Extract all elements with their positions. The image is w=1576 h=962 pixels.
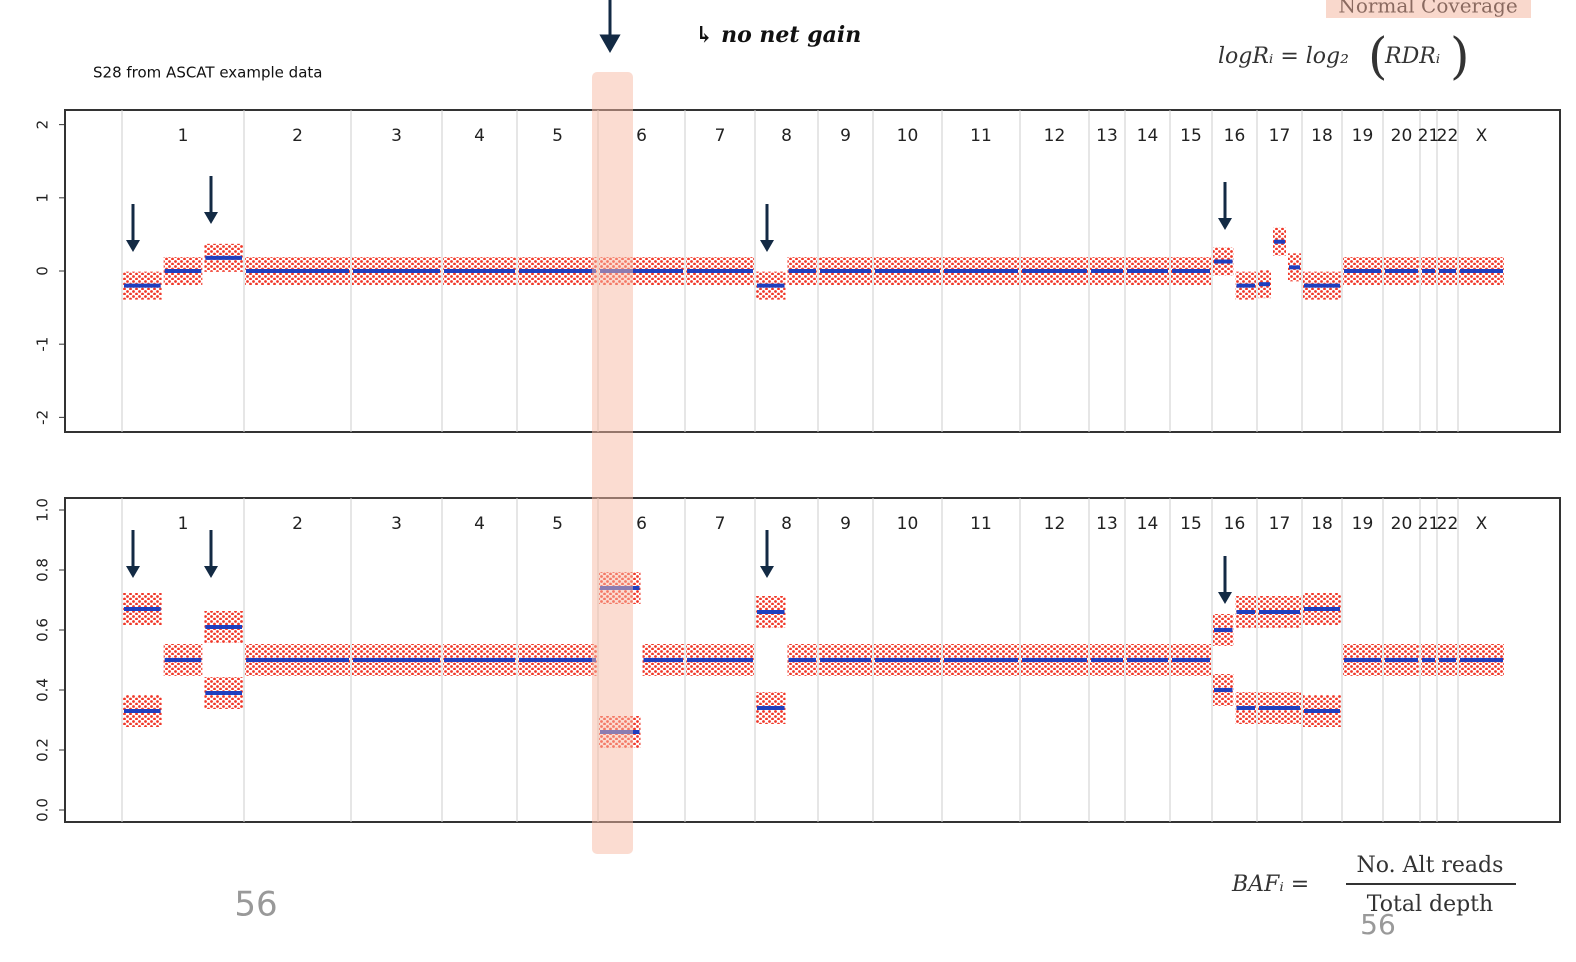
chromosome-label: 21 <box>1418 514 1440 534</box>
chromosome-label: 4 <box>474 514 485 534</box>
chromosome-label: 20 <box>1391 514 1413 534</box>
arrow-head <box>126 240 140 252</box>
chromosome-label: X <box>1476 514 1488 534</box>
chromosome-label: 22 <box>1437 126 1459 146</box>
y-tick-label: 0.0 <box>34 798 52 822</box>
chromosome-label: 18 <box>1311 126 1333 146</box>
paren: ) <box>1450 27 1470 85</box>
chromosome-label: 15 <box>1180 126 1202 146</box>
y-tick-label: 1.0 <box>34 498 52 522</box>
chromosome-label: 3 <box>391 126 402 146</box>
chromosome-label: 13 <box>1096 514 1118 534</box>
y-tick-label: -1 <box>34 337 52 352</box>
arrow-head <box>760 240 774 252</box>
chromosome-label: 2 <box>292 514 303 534</box>
chromosome-label: 9 <box>840 126 851 146</box>
chromosome-label: 11 <box>970 126 992 146</box>
chromosome-label: X <box>1476 126 1488 146</box>
y-tick-label: 0.4 <box>34 678 52 702</box>
chromosome-label: 10 <box>897 126 919 146</box>
chromosome-label: 1 <box>178 126 189 146</box>
chromosome-label: 12 <box>1044 514 1066 534</box>
chromosome-label: 6 <box>636 514 647 534</box>
chromosome-label: 5 <box>552 514 563 534</box>
chromosome-label: 21 <box>1418 126 1440 146</box>
logr-formula: logRᵢ = log₂ <box>1218 44 1349 69</box>
chromosome-label: 8 <box>781 514 792 534</box>
subtitle: S28 from ASCAT example data <box>93 64 322 82</box>
baf-formula: BAFᵢ = <box>1231 872 1309 897</box>
chromosome-label: 3 <box>391 514 402 534</box>
y-tick-label: 0 <box>34 266 52 276</box>
arrow-head <box>204 212 218 224</box>
arrow-head <box>760 566 774 578</box>
baf-numerator: No. Alt reads <box>1357 853 1504 878</box>
top-label: Normal Coverage <box>1338 0 1517 18</box>
arrow-head <box>126 566 140 578</box>
chromosome-label: 19 <box>1352 514 1374 534</box>
page-number: 56 <box>234 885 277 925</box>
arrow <box>599 0 621 54</box>
chromosome-label: 17 <box>1269 126 1291 146</box>
paren: ( <box>1368 27 1388 85</box>
logr-formula-arg: RDRᵢ <box>1384 44 1440 69</box>
chromosome-label: 2 <box>292 126 303 146</box>
baf-denominator: Total depth <box>1367 892 1493 917</box>
chromosome-label: 10 <box>897 514 919 534</box>
chromosome-label: 18 <box>1311 514 1333 534</box>
label-highlight <box>1326 0 1531 18</box>
chromosome-label: 14 <box>1137 126 1159 146</box>
highlight <box>592 72 633 854</box>
chromosome-label: 14 <box>1137 514 1159 534</box>
arrow-head <box>1218 592 1232 604</box>
chromosome-label: 8 <box>781 126 792 146</box>
chromosome-label: 17 <box>1269 514 1291 534</box>
chromosome-label: 19 <box>1352 126 1374 146</box>
chromosome-label: 16 <box>1224 514 1246 534</box>
chromosome-label: 6 <box>636 126 647 146</box>
annotation: ↳ no net gain <box>695 22 861 48</box>
chromosome-label: 13 <box>1096 126 1118 146</box>
chromosome-label: 15 <box>1180 514 1202 534</box>
y-tick-label: 0.6 <box>34 618 52 642</box>
y-tick-label: 2 <box>34 120 52 130</box>
y-tick-label: -2 <box>34 410 52 425</box>
chromosome-label: 11 <box>970 514 992 534</box>
y-tick-label: 1 <box>34 193 52 203</box>
chromosome-label: 7 <box>715 514 726 534</box>
y-tick-label: 0.8 <box>34 558 52 582</box>
chromosome-label: 5 <box>552 126 563 146</box>
chromosome-label: 20 <box>1391 126 1413 146</box>
chromosome-label: 4 <box>474 126 485 146</box>
chromosome-label: 12 <box>1044 126 1066 146</box>
plot-frame <box>64 497 1561 823</box>
arrow-head <box>1218 218 1232 230</box>
chromosome-label: 9 <box>840 514 851 534</box>
y-tick-label: 0.2 <box>34 738 52 762</box>
chromosome-label: 16 <box>1224 126 1246 146</box>
chromosome-label: 1 <box>178 514 189 534</box>
chromosome-label: 22 <box>1437 514 1459 534</box>
chromosome-label: 7 <box>715 126 726 146</box>
page-number: 56 <box>1360 908 1396 941</box>
arrow-head <box>204 566 218 578</box>
